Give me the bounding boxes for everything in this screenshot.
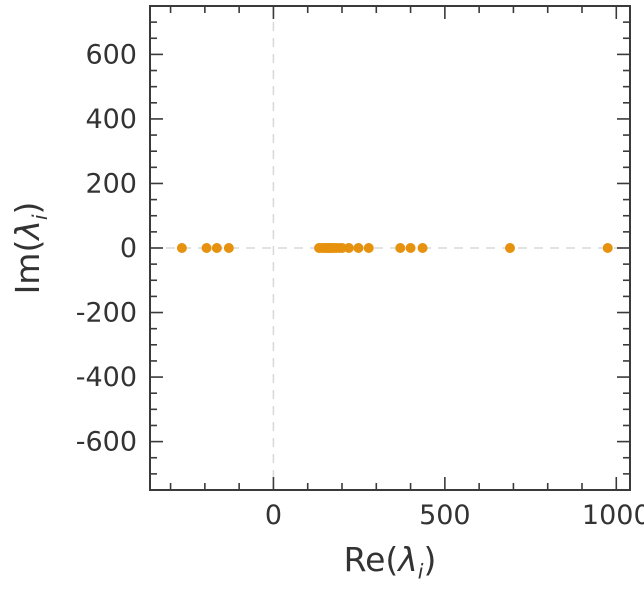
tick-marks [150,6,630,490]
eigenvalue-point [343,243,354,253]
eigenvalue-point [353,243,364,253]
y-tick-label: -600 [76,427,137,458]
y-axis-label-prefix: Im( [8,239,48,295]
y-tick-label: -400 [76,362,137,393]
y-tick-label: -200 [76,298,137,329]
eigenvalue-point [201,243,212,253]
y-axis-label-subscript: i [27,214,52,221]
eigenvalue-points [176,243,613,253]
x-tick-label: 0 [265,500,282,531]
plot-frame [149,5,631,491]
x-tick-label: 1000 [582,500,644,531]
zero-lines [150,6,630,490]
eigenvalue-point [176,243,187,253]
x-axis-label-prefix: Re( [343,540,399,579]
y-tick-label: 400 [85,104,137,135]
eigenvalue-point [363,243,374,253]
eigenvalue-point [211,243,222,253]
y-tick-label: 0 [120,233,137,264]
x-tick-label: 500 [419,500,471,531]
lambda-symbol: λ [398,540,418,579]
eigenvalue-point [223,243,234,253]
y-axis-label: Im(λi) [8,202,52,295]
y-tick-label: 600 [85,39,137,70]
x-axis-label-suffix: ) [423,540,437,579]
eigenvalue-point [602,243,613,253]
eigenvalue-point [337,243,347,253]
lambda-symbol: λ [8,220,48,240]
x-axis-label: Re(λi) [150,540,630,584]
eigenvalue-point [405,243,416,253]
x-axis-label-subscript: i [417,559,424,584]
eigenvalue-point [417,243,428,253]
y-tick-label: 200 [85,168,137,199]
tick-labels: 0 500 1000 -600 -400 -200 0 200 400 600 [76,39,644,531]
eigenvalue-point [395,243,406,253]
eigenvalue-point [505,243,515,253]
y-axis-label-suffix: ) [8,201,48,215]
